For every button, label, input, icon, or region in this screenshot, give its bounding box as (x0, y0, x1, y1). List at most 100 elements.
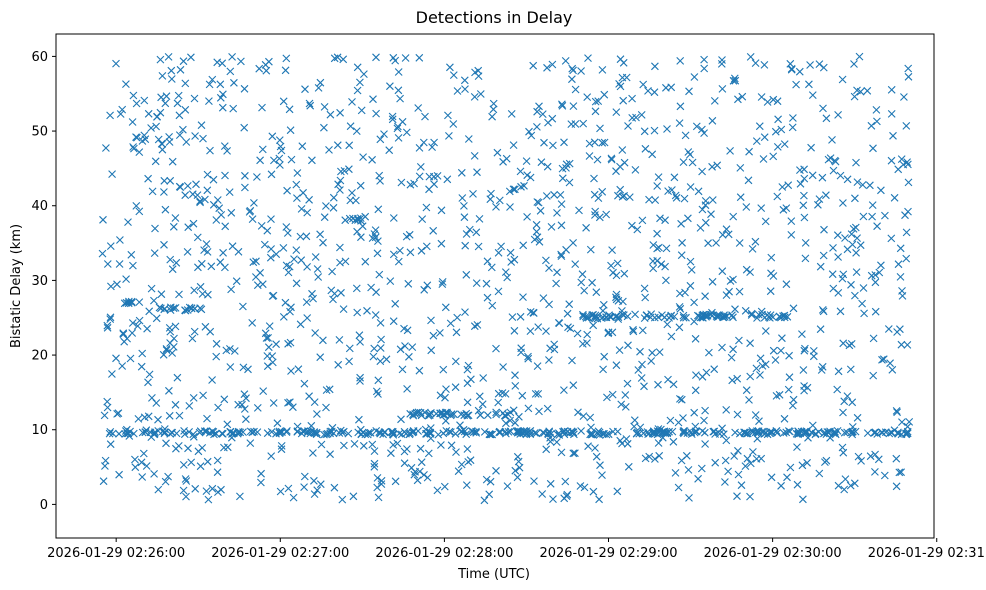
data-point (189, 219, 198, 228)
data-point (142, 462, 151, 470)
data-point (192, 180, 200, 189)
data-point (219, 90, 227, 99)
data-point (218, 103, 227, 112)
data-point (298, 142, 307, 151)
data-point (887, 110, 896, 118)
data-point (495, 428, 504, 437)
data-point (526, 173, 535, 182)
data-point (208, 376, 216, 384)
data-point (653, 229, 661, 238)
data-point (345, 357, 353, 366)
data-point (102, 144, 110, 152)
data-point (868, 201, 877, 209)
data-point (336, 258, 344, 267)
data-point (259, 387, 268, 395)
data-point (640, 127, 649, 136)
data-point (583, 93, 592, 101)
data-point (369, 95, 377, 104)
data-point (904, 178, 913, 187)
data-point (370, 459, 379, 468)
data-point (785, 351, 793, 360)
data-point (869, 334, 878, 343)
data-point (396, 94, 404, 103)
data-point (649, 264, 658, 273)
data-point (838, 75, 847, 84)
data-point (336, 176, 345, 185)
data-point (267, 170, 276, 179)
data-point (284, 484, 293, 493)
data-point (612, 312, 621, 321)
data-point (293, 194, 301, 202)
data-point (834, 481, 843, 490)
data-point (103, 397, 112, 406)
data-point (705, 348, 713, 357)
data-point (129, 143, 137, 151)
data-point (735, 287, 744, 296)
data-point (482, 279, 491, 288)
plot-area-frame (55, 33, 935, 539)
data-point (599, 365, 607, 374)
data-point (687, 428, 696, 437)
data-point (283, 427, 291, 435)
data-point (430, 180, 438, 189)
data-point (185, 402, 194, 410)
data-point (234, 428, 243, 437)
data-point (685, 494, 693, 502)
data-point (485, 430, 494, 439)
data-point (128, 329, 137, 337)
data-point (546, 344, 554, 353)
data-point (836, 171, 845, 180)
data-point (374, 390, 382, 398)
data-point (486, 195, 495, 204)
data-point (773, 143, 782, 151)
data-point (558, 174, 567, 183)
data-point (430, 172, 438, 181)
data-point (677, 251, 686, 260)
data-point (853, 86, 861, 95)
data-point (138, 137, 147, 145)
data-point (787, 64, 796, 73)
data-point (410, 179, 418, 188)
data-point (257, 222, 266, 230)
data-point (99, 477, 108, 486)
data-point (203, 414, 211, 423)
data-point (485, 490, 494, 499)
data-point (441, 393, 449, 402)
data-point (265, 322, 274, 330)
data-point (600, 138, 609, 147)
data-point (733, 374, 742, 383)
data-point (892, 482, 901, 491)
data-point (277, 442, 286, 450)
data-point (594, 97, 603, 105)
data-point (150, 296, 158, 305)
data-point (196, 197, 204, 206)
data-point (587, 429, 596, 437)
data-point (499, 409, 507, 417)
data-point (138, 473, 147, 481)
data-point (576, 482, 585, 490)
data-point (564, 323, 572, 332)
data-point (526, 308, 535, 316)
data-point (803, 458, 811, 467)
data-point (515, 412, 523, 421)
data-point (189, 394, 198, 402)
data-point (801, 239, 810, 247)
data-point (532, 220, 541, 229)
data-point (591, 444, 599, 452)
data-point (234, 400, 243, 409)
data-point (616, 55, 625, 64)
data-point (495, 196, 504, 205)
data-point (558, 164, 567, 173)
data-point (897, 155, 906, 163)
data-point (329, 203, 338, 212)
data-point (358, 428, 367, 437)
data-point (536, 206, 545, 215)
data-point (585, 139, 594, 148)
data-point (181, 306, 189, 315)
data-point (423, 473, 432, 482)
data-point (565, 300, 574, 309)
data-point (614, 313, 623, 322)
data-point (338, 495, 347, 504)
data-point (488, 430, 497, 439)
data-point (406, 248, 415, 257)
